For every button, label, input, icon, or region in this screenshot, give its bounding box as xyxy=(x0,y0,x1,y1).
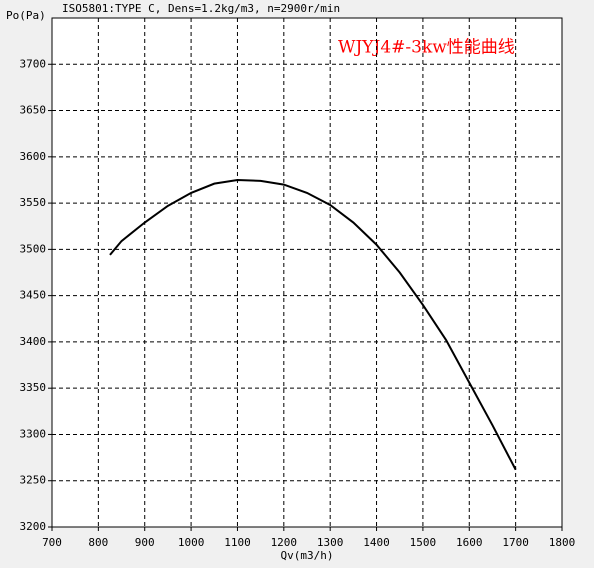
x-tick-label: 800 xyxy=(88,536,108,549)
y-tick-label: 3550 xyxy=(20,196,47,209)
x-axis-label: Qv(m3/h) xyxy=(281,549,334,562)
y-axis-label: Po(Pa) xyxy=(6,9,46,22)
x-tick-label: 900 xyxy=(135,536,155,549)
y-tick-label: 3450 xyxy=(20,289,47,302)
plot-area xyxy=(51,17,563,528)
x-tick-label: 1500 xyxy=(410,536,437,549)
data-line xyxy=(109,178,517,471)
y-tick-label: 3500 xyxy=(20,242,47,255)
y-tick-label: 3300 xyxy=(20,427,47,440)
y-tick-label: 3250 xyxy=(20,474,47,487)
x-tick-label: 1400 xyxy=(363,536,390,549)
x-tick-label: 1800 xyxy=(549,536,576,549)
y-tick-label: 3350 xyxy=(20,381,47,394)
y-tick-label: 3200 xyxy=(20,520,47,533)
x-tick-label: 700 xyxy=(42,536,62,549)
x-tick-label: 1000 xyxy=(178,536,205,549)
x-tick-label: 1600 xyxy=(456,536,483,549)
y-tick-label: 3700 xyxy=(20,57,47,70)
annotation: WJYJ4#-3kw性能曲线 xyxy=(338,38,515,58)
y-tick-label: 3400 xyxy=(20,335,47,348)
x-tick-label: 1200 xyxy=(271,536,298,549)
y-tick-label: 3650 xyxy=(20,104,47,117)
x-tick-label: 1700 xyxy=(502,536,529,549)
chart-title: ISO5801:TYPE C, Dens=1.2kg/m3, n=2900r/m… xyxy=(62,2,340,15)
x-tick-label: 1100 xyxy=(224,536,251,549)
x-tick-label: 1300 xyxy=(317,536,344,549)
y-tick-label: 3600 xyxy=(20,150,47,163)
